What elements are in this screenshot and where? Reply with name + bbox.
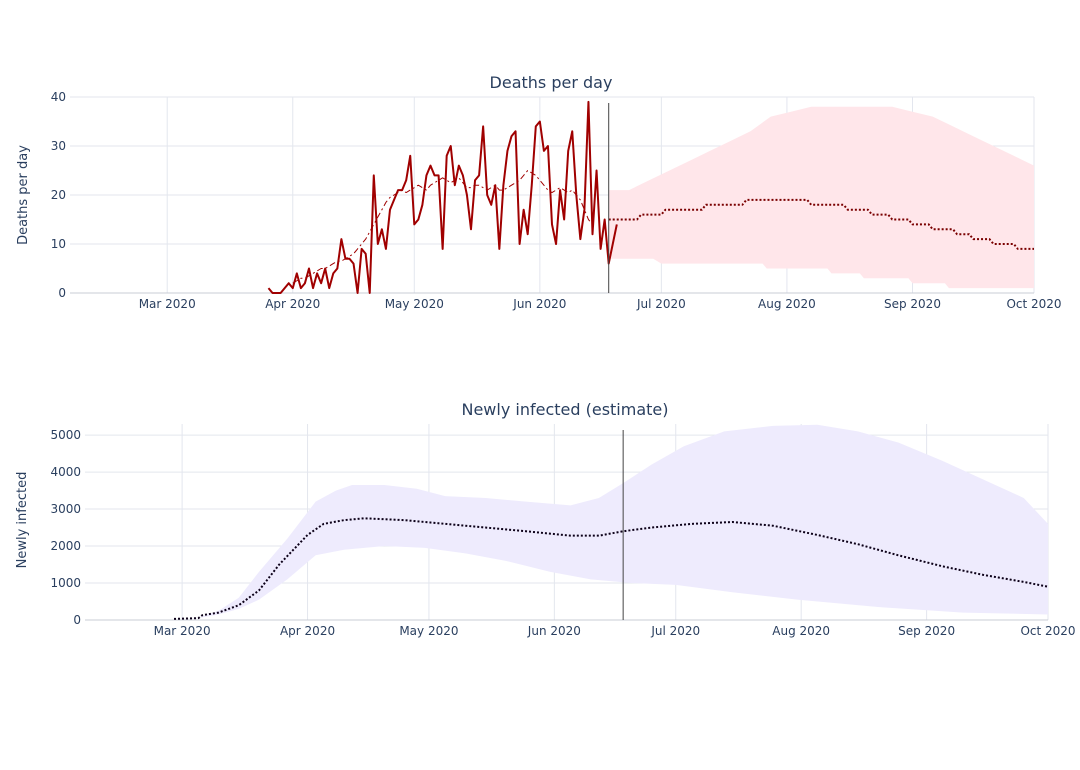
x-tick-label: Jun 2020 — [527, 624, 581, 638]
x-tick-label: Jul 2020 — [636, 297, 686, 311]
y-tick-label: 0 — [58, 286, 66, 300]
deaths-per-day-chart: Mar 2020 Apr 2020 May 2020 Jun 2020 Jul 2020… — [16, 73, 1062, 311]
x-tick-label: Mar 2020 — [154, 624, 211, 638]
x-tick-label: Apr 2020 — [280, 624, 335, 638]
uncertainty-band — [608, 106, 1034, 289]
x-tick-label: Apr 2020 — [265, 297, 320, 311]
chart-title: Newly infected (estimate) — [461, 400, 668, 419]
x-tick-label: Oct 2020 — [1020, 624, 1075, 638]
y-tick-label: 5000 — [50, 428, 81, 442]
observed-deaths-line — [267, 100, 618, 294]
x-tick-label: Oct 2020 — [1006, 297, 1061, 311]
y-tick-label: 30 — [51, 139, 66, 153]
x-tick-label: Mar 2020 — [139, 297, 196, 311]
x-tick-label: Sep 2020 — [898, 624, 955, 638]
y-axis-label: Deaths per day — [16, 145, 31, 245]
x-tick-label: May 2020 — [385, 297, 444, 311]
infected-estimate-line — [173, 517, 1049, 620]
chart-title: Deaths per day — [490, 73, 613, 92]
y-tick-label: 0 — [73, 613, 81, 627]
x-tick-label: May 2020 — [399, 624, 458, 638]
y-tick-label: 40 — [51, 90, 66, 104]
average-deaths-line — [292, 170, 593, 284]
y-tick-label: 2000 — [50, 539, 81, 553]
x-tick-label: Aug 2020 — [772, 624, 830, 638]
y-tick-label: 3000 — [50, 502, 81, 516]
y-tick-label: 10 — [51, 237, 66, 251]
newly-infected-chart: Mar 2020 Apr 2020 May 2020 Jun 2020 Jul 2020… — [15, 400, 1076, 638]
uncertainty-band — [174, 424, 1049, 619]
y-tick-label: 20 — [51, 188, 66, 202]
y-axis-label: Newly infected — [15, 472, 30, 569]
x-tick-label: Jul 2020 — [650, 624, 700, 638]
y-tick-label: 1000 — [50, 576, 81, 590]
x-tick-label: Sep 2020 — [884, 297, 941, 311]
y-tick-label: 4000 — [50, 465, 81, 479]
x-tick-label: Jun 2020 — [512, 297, 566, 311]
x-tick-label: Aug 2020 — [758, 297, 816, 311]
